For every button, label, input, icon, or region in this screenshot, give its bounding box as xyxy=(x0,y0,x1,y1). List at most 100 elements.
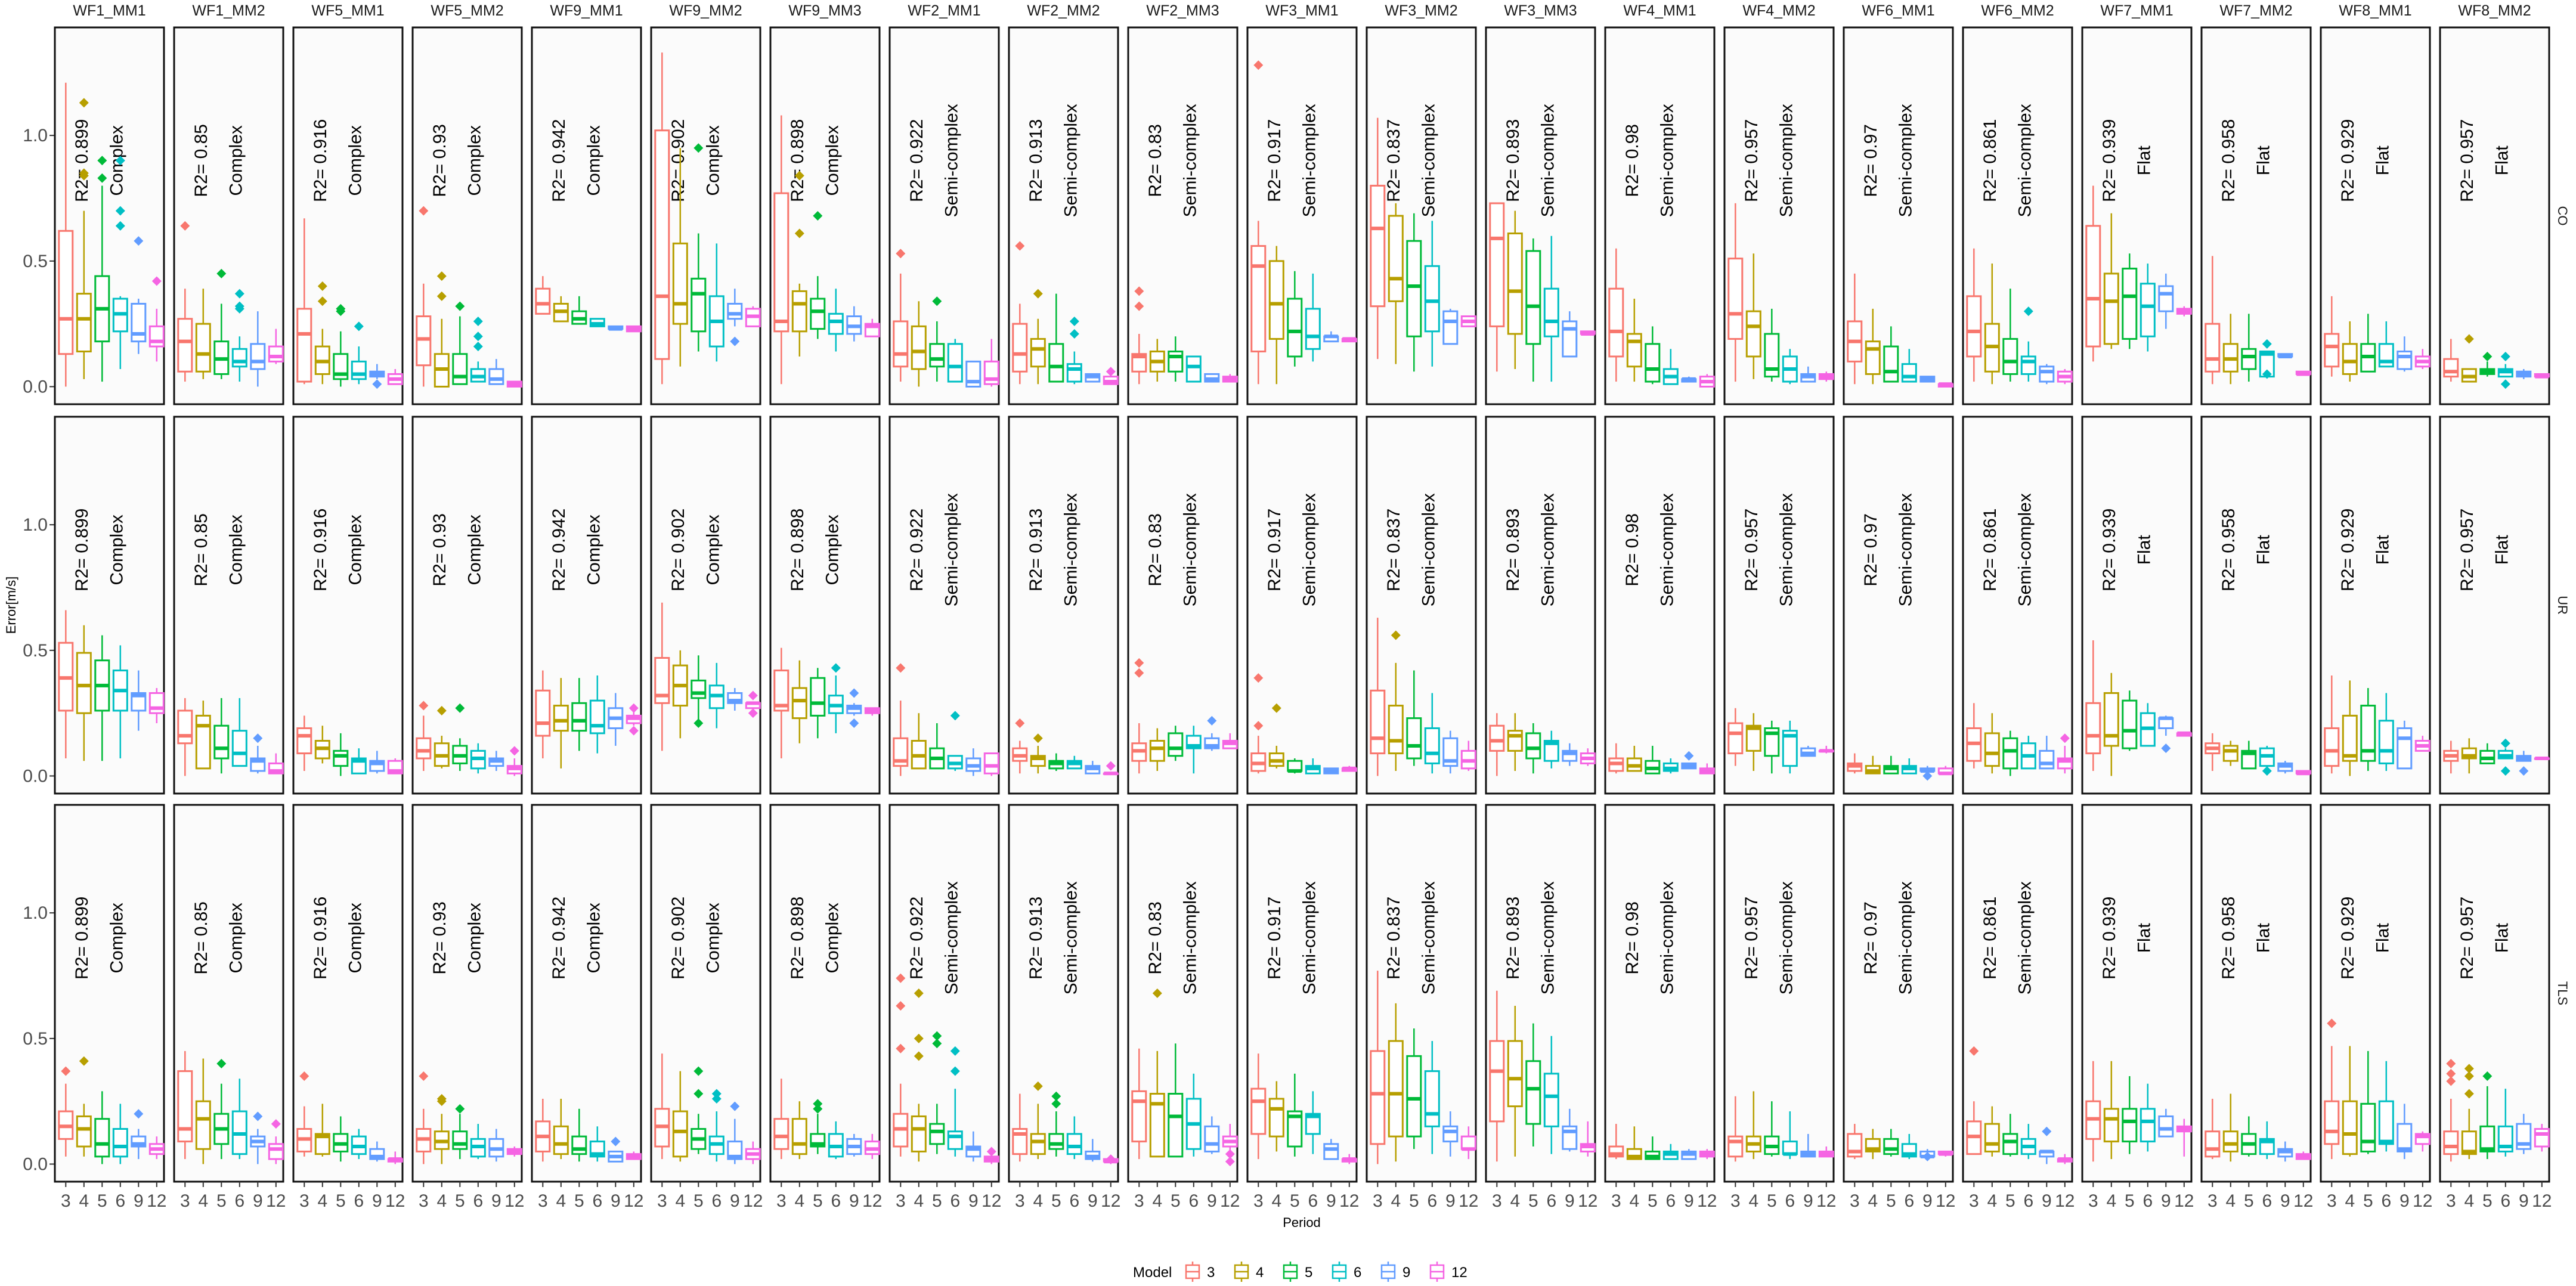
iqr-box xyxy=(2122,1108,2138,1143)
x-tick-label: 12 xyxy=(266,1191,286,1211)
box-model-12 xyxy=(983,339,999,387)
box-model-5 xyxy=(1525,238,1541,382)
outlier-point xyxy=(794,171,804,181)
iqr-box xyxy=(1489,202,1505,327)
box-model-6 xyxy=(2140,703,2156,747)
box-model-4 xyxy=(2461,334,2477,383)
iqr-box xyxy=(773,192,789,333)
iqr-box xyxy=(589,699,605,735)
outlier-point xyxy=(2482,351,2493,361)
iqr-box xyxy=(1883,1138,1899,1155)
x-tick-label: 3 xyxy=(538,1191,548,1211)
iqr-box xyxy=(2002,337,2018,375)
r2-annotation: R2= 0.957 xyxy=(2457,509,2477,591)
box-model-9 xyxy=(1323,1139,1339,1160)
box-model-4 xyxy=(1507,210,1523,370)
terrain-annotation: Semi-complex xyxy=(1061,881,1080,994)
terrain-annotation: Flat xyxy=(2373,923,2392,953)
facet-strip-title: WF3_MM3 xyxy=(1504,2,1577,19)
x-tick-label: 5 xyxy=(693,1191,704,1211)
box-model-6 xyxy=(351,748,367,774)
x-tick-label: 6 xyxy=(354,1191,364,1211)
box-model-5 xyxy=(2122,690,2138,751)
r2-annotation: R2= 0.929 xyxy=(2338,509,2358,591)
box-model-12 xyxy=(148,1136,165,1160)
outlier-point xyxy=(2262,766,2272,776)
panel-frame xyxy=(1604,804,1716,1183)
box-model-6 xyxy=(1185,726,1202,774)
outlier-point xyxy=(813,1099,823,1109)
x-tick-label: 6 xyxy=(711,1191,722,1211)
box-model-5 xyxy=(2479,351,2496,377)
terrain-annotation: Flat xyxy=(2253,923,2273,953)
outlier-point xyxy=(216,268,227,278)
x-tick-label: 12 xyxy=(1816,1191,1836,1211)
iqr-box xyxy=(1442,737,1459,767)
outlier-point xyxy=(932,296,942,306)
box-model-12 xyxy=(2176,731,2192,737)
x-tick-label: 6 xyxy=(1427,1191,1437,1211)
box-model-12 xyxy=(268,1119,284,1164)
box-model-3 xyxy=(654,602,670,751)
box-model-9 xyxy=(2397,1104,2413,1160)
facet-panel: R2= 0.958 Flat xyxy=(2200,26,2312,405)
x-tick-label: 3 xyxy=(2207,1191,2218,1211)
outlier-point xyxy=(299,1071,309,1082)
iqr-box xyxy=(2039,749,2055,770)
outlier-point xyxy=(455,301,465,311)
box-model-6 xyxy=(947,711,963,771)
x-tick-label: 6 xyxy=(831,1191,841,1211)
box-model-4 xyxy=(1865,1129,1881,1160)
box-model-12 xyxy=(1699,1149,1715,1160)
box-model-6 xyxy=(2378,693,2394,771)
iqr-box xyxy=(1966,295,1982,358)
facet-panel: R2= 0.957 Flat xyxy=(2439,26,2550,405)
x-tick-label: 12 xyxy=(385,1191,405,1211)
box-model-4 xyxy=(2222,740,2238,766)
iqr-box xyxy=(2158,285,2174,312)
facet-strip-title: WF3_MM2 xyxy=(1385,2,1457,19)
outlier-point xyxy=(986,1146,996,1157)
box-model-9 xyxy=(965,360,982,388)
box-model-4 xyxy=(1149,728,1165,771)
x-tick-label: 9 xyxy=(2519,1191,2529,1211)
facet-panel: R2= 0.939 Flat xyxy=(2081,26,2193,405)
iqr-box xyxy=(1287,1110,1303,1148)
iqr-box xyxy=(177,1070,193,1143)
box-model-3 xyxy=(893,973,909,1157)
box-model-4 xyxy=(672,148,688,367)
iqr-box xyxy=(1442,1125,1459,1143)
x-tick-label: 3 xyxy=(61,1191,71,1211)
box-model-12 xyxy=(983,752,999,776)
outlier-point xyxy=(693,1089,704,1099)
outlier-point xyxy=(896,249,906,259)
facet-panel: R2= 0.83 Semi-complex xyxy=(1127,416,1239,795)
iqr-box xyxy=(1204,1125,1220,1152)
terrain-annotation: Semi-complex xyxy=(1776,493,1796,606)
r2-annotation: R2= 0.899 xyxy=(72,119,92,202)
r2-annotation: R2= 0.939 xyxy=(2100,897,2119,980)
facet-strip-title: WF5_MM1 xyxy=(311,2,384,19)
box-model-9 xyxy=(2397,720,2413,770)
panel-frame xyxy=(2439,26,2550,405)
facet-panel: R2= 0.957 Semi-complex xyxy=(1723,416,1835,795)
facet-panel: R2= 0.861 Semi-complex xyxy=(1962,804,2073,1183)
box-model-5 xyxy=(1645,1136,1661,1160)
x-tick-label: 6 xyxy=(2142,1191,2153,1211)
box-model-6 xyxy=(589,318,605,327)
r2-annotation: R2= 0.893 xyxy=(1503,897,1523,980)
box-model-4 xyxy=(314,726,330,764)
box-model-3 xyxy=(58,1066,74,1157)
panel-frame xyxy=(1246,416,1358,795)
box-model-6 xyxy=(2497,351,2513,389)
box-model-9 xyxy=(488,1129,504,1162)
iqr-box xyxy=(2039,365,2055,383)
box-model-3 xyxy=(773,647,789,759)
box-model-3 xyxy=(1608,743,1624,774)
iqr-box xyxy=(2461,1130,2477,1155)
box-model-12 xyxy=(387,758,403,774)
outlier-point xyxy=(711,1093,722,1104)
box-model-4 xyxy=(1745,713,1761,771)
box-model-9 xyxy=(965,748,982,776)
box-model-9 xyxy=(608,325,624,331)
